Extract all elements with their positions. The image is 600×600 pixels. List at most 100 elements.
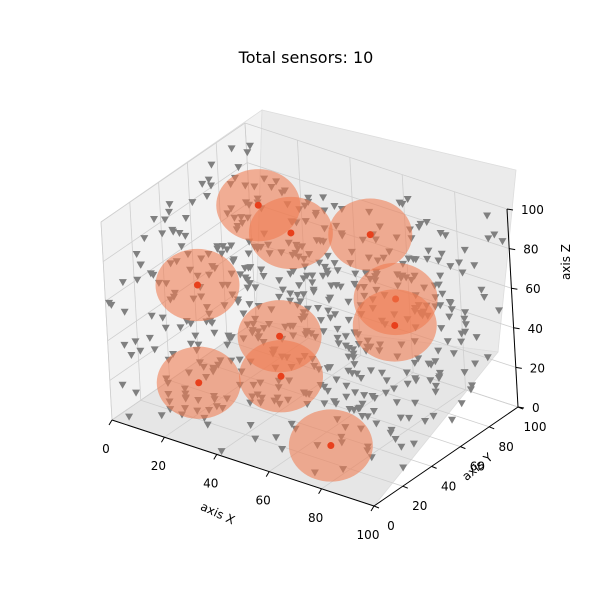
detection-point bbox=[217, 250, 226, 258]
detection-point bbox=[341, 333, 350, 341]
z-axis-line bbox=[506, 208, 519, 408]
detection-point bbox=[320, 383, 329, 391]
detection-point bbox=[275, 293, 284, 301]
detection-point bbox=[435, 369, 444, 377]
detection-point bbox=[118, 279, 127, 287]
detection-point bbox=[366, 367, 375, 375]
detection-point bbox=[431, 358, 440, 366]
detection-point bbox=[181, 215, 190, 223]
detection-point bbox=[299, 291, 308, 299]
x-tick-label: 40 bbox=[203, 476, 218, 490]
detection-point bbox=[372, 420, 381, 428]
grid-left-y bbox=[100, 221, 113, 421]
detection-point bbox=[203, 421, 212, 429]
detection-point bbox=[409, 440, 418, 448]
x-tick-label: 20 bbox=[151, 459, 166, 473]
detection-point bbox=[150, 216, 159, 224]
x-tick-label: 100 bbox=[357, 528, 380, 542]
detection-point bbox=[218, 243, 227, 251]
detection-point bbox=[342, 382, 351, 390]
detection-point bbox=[147, 312, 156, 320]
detection-point bbox=[447, 306, 456, 314]
detection-point bbox=[434, 347, 443, 355]
x-axis-label: axis X bbox=[198, 499, 237, 527]
detection-point bbox=[259, 272, 268, 280]
detection-point bbox=[483, 212, 492, 220]
detection-point bbox=[145, 334, 154, 342]
detection-point bbox=[191, 332, 200, 340]
detection-point bbox=[149, 271, 158, 279]
y-axis-label: axis Y bbox=[459, 450, 495, 484]
detection-point bbox=[446, 263, 455, 271]
detection-point bbox=[351, 389, 360, 397]
detection-point bbox=[308, 279, 317, 287]
z-tick-label: 100 bbox=[521, 203, 544, 217]
detection-point bbox=[437, 325, 446, 333]
detection-point bbox=[498, 238, 507, 246]
detection-point bbox=[227, 242, 236, 250]
detection-point bbox=[345, 405, 354, 413]
detection-point bbox=[213, 245, 222, 253]
grid-back-x bbox=[454, 191, 466, 390]
detection-point bbox=[422, 218, 431, 226]
z-tick-mark bbox=[517, 406, 525, 409]
detection-point bbox=[286, 270, 295, 278]
y-tick-mark bbox=[489, 426, 495, 430]
detection-point bbox=[127, 351, 136, 359]
detection-point bbox=[437, 250, 446, 258]
detection-point bbox=[468, 382, 477, 390]
detection-point bbox=[332, 376, 341, 384]
detection-point bbox=[427, 361, 436, 369]
detection-point bbox=[360, 392, 369, 400]
detection-point bbox=[175, 230, 184, 238]
detection-point bbox=[483, 354, 492, 362]
detection-point bbox=[150, 346, 159, 354]
detection-point bbox=[320, 400, 329, 408]
detection-point bbox=[327, 282, 336, 290]
detection-point bbox=[431, 388, 440, 396]
detection-point bbox=[350, 361, 359, 369]
detection-point bbox=[207, 161, 216, 169]
detection-point bbox=[434, 374, 443, 382]
detection-point bbox=[480, 293, 489, 301]
grid-left-y bbox=[129, 202, 142, 401]
detection-point bbox=[342, 393, 351, 401]
detection-point bbox=[131, 338, 140, 346]
detection-point bbox=[458, 269, 467, 277]
detection-point bbox=[251, 435, 260, 443]
detection-point bbox=[351, 270, 360, 278]
detection-point bbox=[397, 443, 406, 451]
sensor-spheres bbox=[155, 169, 438, 482]
detection-point bbox=[332, 400, 341, 408]
detection-point bbox=[399, 464, 408, 472]
detection-point bbox=[441, 232, 450, 240]
detection-point bbox=[362, 269, 371, 277]
detection-point bbox=[272, 434, 281, 442]
detection-point bbox=[118, 381, 127, 389]
detection-point bbox=[449, 350, 458, 358]
x-tick-mark bbox=[265, 471, 270, 477]
detection-point bbox=[245, 142, 254, 150]
detection-point bbox=[471, 360, 480, 368]
detection-point bbox=[330, 260, 339, 268]
detection-point bbox=[318, 272, 327, 280]
detection-point bbox=[391, 435, 400, 443]
detection-point bbox=[303, 305, 312, 313]
sensor-point bbox=[254, 201, 262, 209]
detection-point bbox=[358, 400, 367, 408]
detection-point bbox=[245, 301, 254, 309]
detection-point bbox=[355, 405, 364, 413]
detection-point bbox=[244, 250, 253, 258]
detection-point bbox=[125, 413, 134, 421]
detection-point bbox=[457, 400, 466, 408]
detection-point bbox=[403, 195, 412, 203]
detection-point bbox=[477, 286, 486, 294]
detection-point bbox=[132, 251, 141, 259]
detection-point bbox=[344, 316, 353, 324]
detection-point bbox=[243, 149, 252, 157]
x-tick-mark bbox=[160, 436, 165, 443]
detection-point bbox=[424, 247, 433, 255]
detection-point bbox=[316, 317, 325, 325]
grid-left-z bbox=[100, 122, 246, 223]
